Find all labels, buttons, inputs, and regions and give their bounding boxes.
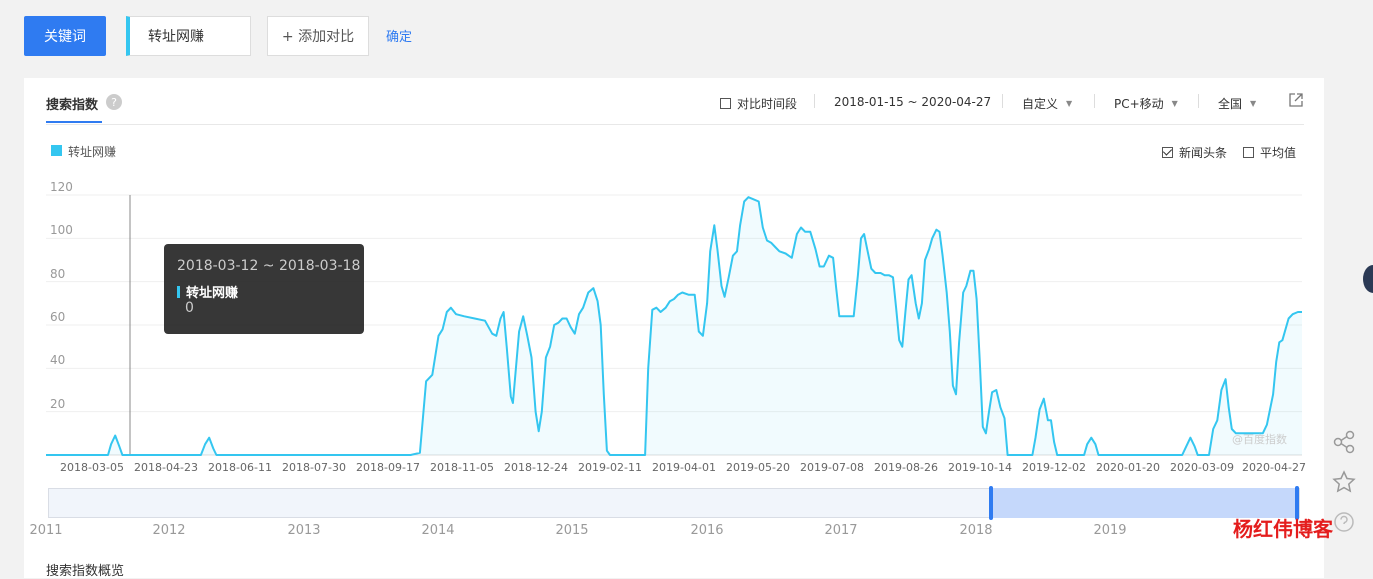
- custom-dropdown[interactable]: 自定义 ▼: [1022, 95, 1072, 112]
- y-tick-label: 60: [50, 310, 66, 324]
- watermark: @百度指数: [1232, 433, 1287, 446]
- x-tick-label: 2018-03-05: [60, 461, 124, 474]
- year-label: 2014: [421, 523, 455, 538]
- news-toggle[interactable]: 新闻头条: [1162, 144, 1227, 161]
- tab-underline: [46, 121, 102, 123]
- year-label: 2015: [555, 523, 589, 538]
- year-label: 2019: [1093, 523, 1127, 538]
- series-area: [46, 197, 1302, 455]
- x-tick-label: 2019-10-14: [948, 461, 1012, 474]
- timeline-selection[interactable]: [991, 488, 1297, 518]
- floating-avatar[interactable]: [1363, 265, 1373, 293]
- keyword-button[interactable]: 关键词: [24, 16, 106, 56]
- search-index-panel: 搜索指数 ? 对比时间段 2018-01-15 ~ 2020-04-27 自定义…: [24, 78, 1324, 579]
- compare-period-label: 对比时间段: [737, 97, 798, 111]
- tooltip-series-marker: [177, 285, 180, 298]
- y-tick-label: 80: [50, 267, 66, 281]
- x-tick-label: 2019-07-08: [800, 461, 864, 474]
- share-icon[interactable]: [1330, 428, 1358, 456]
- year-label: 2012: [152, 523, 186, 538]
- x-tick-label: 2019-12-02: [1022, 461, 1086, 474]
- year-label: 2017: [824, 523, 858, 538]
- help-icon[interactable]: ?: [106, 94, 122, 110]
- x-tick-label: 2019-02-11: [578, 461, 642, 474]
- y-tick-label: 120: [50, 180, 73, 194]
- date-range[interactable]: 2018-01-15 ~ 2020-04-27: [834, 95, 992, 109]
- overview-title: 搜索指数概览: [46, 564, 125, 579]
- x-tick-label: 2018-06-11: [208, 461, 272, 474]
- tooltip-series-name: 转址网赚: [186, 286, 239, 301]
- caret-down-icon: ▼: [1171, 99, 1178, 108]
- legend-swatch: [51, 145, 62, 156]
- x-tick-label: 2019-04-01: [652, 461, 716, 474]
- tooltip-value: 0: [185, 300, 194, 316]
- tab-search-index[interactable]: 搜索指数: [46, 98, 99, 113]
- divider: [814, 94, 815, 108]
- caret-down-icon: ▼: [1066, 99, 1073, 108]
- add-compare-button[interactable]: + 添加对比: [267, 16, 369, 56]
- compare-period-toggle[interactable]: 对比时间段: [720, 95, 797, 112]
- year-label: 2011: [29, 523, 63, 538]
- caret-down-icon: ▼: [1250, 99, 1257, 108]
- year-label: 2018: [959, 523, 993, 538]
- x-tick-label: 2020-01-20: [1096, 461, 1160, 474]
- external-link-icon[interactable]: [1288, 92, 1304, 108]
- series-line[interactable]: [46, 196, 1302, 456]
- x-tick-label: 2018-11-05: [430, 461, 494, 474]
- x-tick-label: 2018-09-17: [356, 461, 420, 474]
- confirm-link[interactable]: 确定: [386, 30, 413, 45]
- custom-label: 自定义: [1022, 97, 1059, 111]
- x-tick-label: 2018-04-23: [134, 461, 198, 474]
- chart-tooltip: 2018-03-12 ~ 2018-03-18 转址网赚 0: [164, 244, 364, 334]
- year-label: 2013: [287, 523, 321, 538]
- checkbox-checked-icon[interactable]: [1162, 147, 1173, 158]
- y-tick-label: 40: [50, 353, 66, 367]
- region-label: 全国: [1218, 97, 1243, 111]
- top-toolbar: 关键词 转址网赚 + 添加对比 确定: [0, 0, 1373, 70]
- x-tick-label: 2020-04-27: [1242, 461, 1306, 474]
- slider-handle-right[interactable]: [1295, 486, 1299, 520]
- tab-divider: [46, 124, 1304, 125]
- average-label: 平均值: [1260, 146, 1297, 160]
- slider-handle-left[interactable]: [989, 486, 993, 520]
- news-label: 新闻头条: [1179, 146, 1228, 160]
- divider: [1002, 94, 1003, 108]
- y-tick-label: 100: [50, 223, 73, 237]
- search-index-chart[interactable]: [24, 78, 1324, 528]
- legend-label[interactable]: 转址网赚: [68, 145, 117, 159]
- region-dropdown[interactable]: 全国 ▼: [1218, 95, 1256, 112]
- device-label: PC+移动: [1114, 97, 1164, 111]
- tooltip-date: 2018-03-12 ~ 2018-03-18: [177, 258, 361, 274]
- device-dropdown[interactable]: PC+移动 ▼: [1114, 95, 1178, 112]
- y-tick-label: 20: [50, 397, 66, 411]
- x-tick-label: 2019-08-26: [874, 461, 938, 474]
- x-tick-label: 2018-12-24: [504, 461, 568, 474]
- checkbox-icon[interactable]: [720, 98, 731, 109]
- star-icon[interactable]: [1330, 468, 1358, 496]
- divider: [1198, 94, 1199, 108]
- checkbox-icon[interactable]: [1243, 147, 1254, 158]
- x-tick-label: 2019-05-20: [726, 461, 790, 474]
- average-toggle[interactable]: 平均值: [1243, 144, 1296, 161]
- keyword-input[interactable]: 转址网赚: [126, 16, 251, 56]
- x-tick-label: 2020-03-09: [1170, 461, 1234, 474]
- divider: [1094, 94, 1095, 108]
- brand-watermark: 杨红伟博客: [1233, 517, 1333, 541]
- tooltip-series: 转址网赚: [177, 282, 238, 301]
- year-label: 2016: [690, 523, 724, 538]
- help-circle-icon[interactable]: [1330, 508, 1358, 536]
- x-tick-label: 2018-07-30: [282, 461, 346, 474]
